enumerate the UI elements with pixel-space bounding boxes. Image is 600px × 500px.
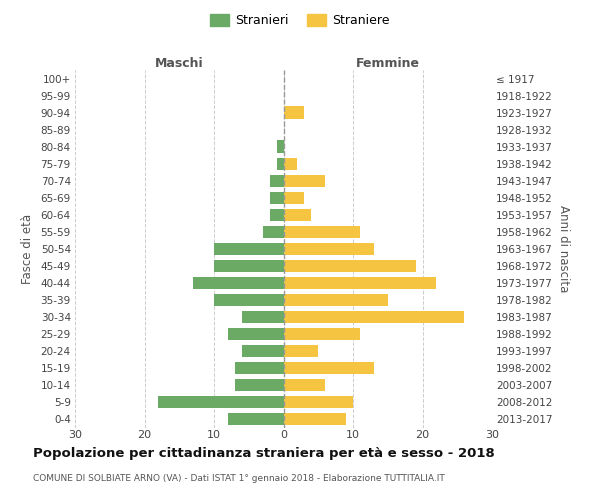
Bar	[277, 140, 284, 152]
Bar	[242, 345, 284, 357]
Text: Popolazione per cittadinanza straniera per età e sesso - 2018: Popolazione per cittadinanza straniera p…	[33, 448, 495, 460]
Bar	[284, 192, 304, 204]
Bar	[269, 192, 284, 204]
Bar	[284, 294, 388, 306]
Bar	[228, 413, 284, 425]
Bar	[214, 260, 284, 272]
Bar	[269, 174, 284, 187]
Y-axis label: Anni di nascita: Anni di nascita	[557, 205, 569, 292]
Bar	[284, 379, 325, 391]
Y-axis label: Fasce di età: Fasce di età	[20, 214, 34, 284]
Legend: Stranieri, Straniere: Stranieri, Straniere	[205, 8, 395, 32]
Text: Maschi: Maschi	[155, 57, 203, 70]
Bar	[284, 413, 346, 425]
Bar	[158, 396, 284, 408]
Bar	[284, 226, 360, 238]
Bar	[284, 158, 298, 170]
Text: Femmine: Femmine	[356, 57, 420, 70]
Bar	[284, 242, 374, 255]
Bar	[284, 208, 311, 221]
Bar	[277, 158, 284, 170]
Bar	[269, 208, 284, 221]
Bar	[284, 260, 416, 272]
Text: COMUNE DI SOLBIATE ARNO (VA) - Dati ISTAT 1° gennaio 2018 - Elaborazione TUTTITA: COMUNE DI SOLBIATE ARNO (VA) - Dati ISTA…	[33, 474, 445, 483]
Bar	[284, 328, 360, 340]
Bar	[284, 396, 353, 408]
Bar	[284, 106, 304, 118]
Bar	[263, 226, 284, 238]
Bar	[284, 362, 374, 374]
Bar	[284, 345, 318, 357]
Bar	[214, 294, 284, 306]
Bar	[228, 328, 284, 340]
Bar	[284, 174, 325, 187]
Bar	[242, 310, 284, 323]
Bar	[284, 310, 464, 323]
Bar	[214, 242, 284, 255]
Bar	[193, 276, 284, 289]
Bar	[235, 362, 284, 374]
Bar	[235, 379, 284, 391]
Bar	[284, 276, 436, 289]
